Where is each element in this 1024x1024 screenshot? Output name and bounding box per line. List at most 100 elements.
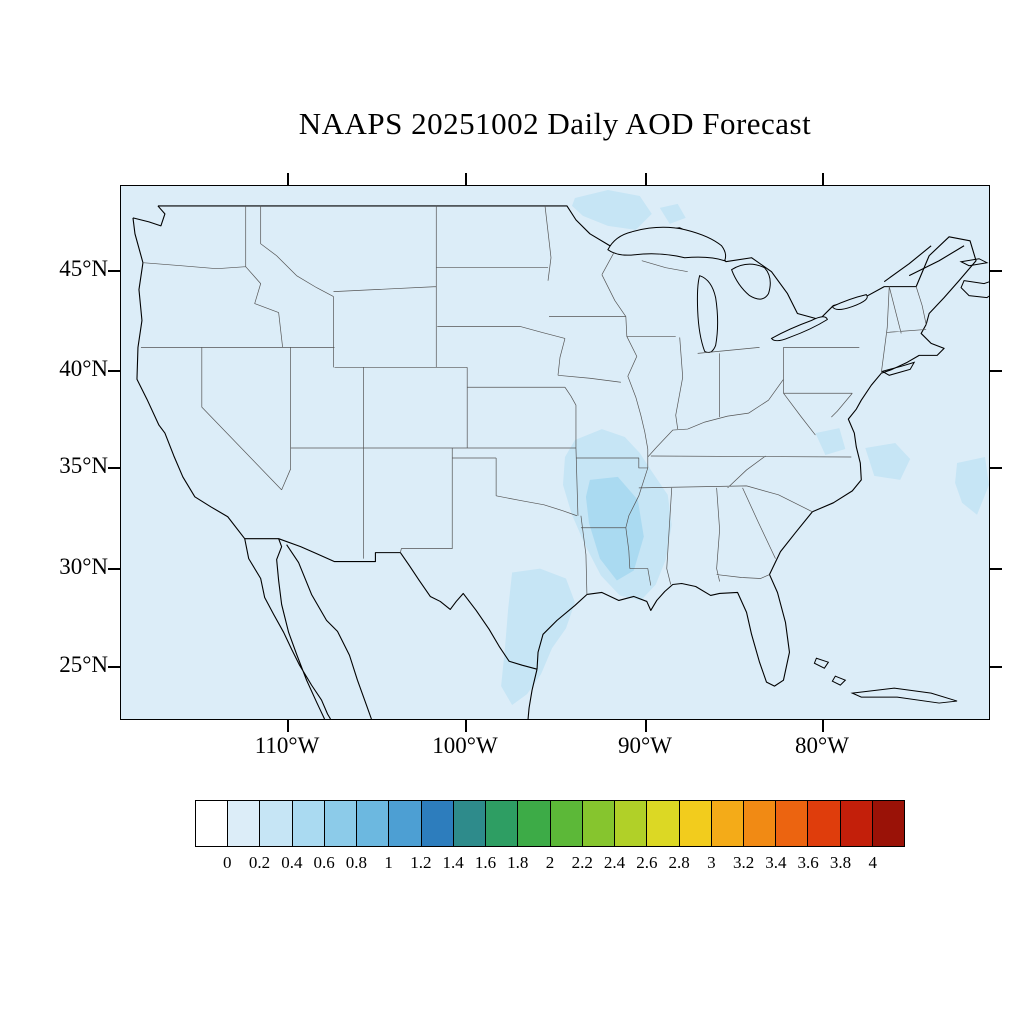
colorbar-tick-label: 0.8 xyxy=(345,853,367,872)
colorbar-cell xyxy=(646,801,679,846)
y-axis-tick-left xyxy=(108,270,120,272)
x-axis-tick-top xyxy=(287,173,289,185)
bahamas-1 xyxy=(813,657,830,669)
colorbar-cell xyxy=(323,801,357,846)
colorbar-cell xyxy=(227,801,260,846)
colorbar-tick-label: 0.4 xyxy=(281,853,303,872)
aod-patch-upper-midwest-2 xyxy=(659,203,686,224)
colorbar-cell xyxy=(839,801,872,846)
mexico-border-path xyxy=(244,538,538,670)
x-axis-tick-bottom xyxy=(822,720,824,732)
y-axis-tick-right xyxy=(990,370,1002,372)
colorbar-cell xyxy=(196,801,228,846)
x-axis-label: 90°W xyxy=(618,733,672,758)
lake-ontario xyxy=(831,294,868,311)
x-axis-tick-bottom xyxy=(645,720,647,732)
great-lakes xyxy=(607,226,868,353)
colorbar xyxy=(195,800,905,847)
map-frame xyxy=(120,185,990,720)
y-axis-label: 40°N xyxy=(59,356,108,381)
colorbar-cell xyxy=(259,801,292,846)
lake-superior xyxy=(607,226,727,262)
colorbar-cell xyxy=(549,801,582,846)
long-island xyxy=(880,361,916,376)
x-axis-tick-top xyxy=(645,173,647,185)
y-axis-label: 30°N xyxy=(59,554,108,579)
colorbar-tick-label: 1.4 xyxy=(442,853,464,872)
baja-california-path xyxy=(244,538,331,719)
colorbar-tick-label: 4 xyxy=(868,853,877,872)
colorbar-cell xyxy=(388,801,421,846)
colorbar-cell xyxy=(614,801,647,846)
y-axis-label: 25°N xyxy=(59,652,108,677)
y-axis-tick-left xyxy=(108,467,120,469)
x-axis-label: 100°W xyxy=(432,733,498,758)
colorbar-tick-label: 0.2 xyxy=(248,853,271,872)
y-axis-label: 35°N xyxy=(59,453,108,478)
atlantic-gulf-coast-path xyxy=(536,324,945,687)
colorbar-tick-label: 1 xyxy=(384,853,393,872)
plot-title: NAAPS 20251002 Daily AOD Forecast xyxy=(298,106,812,141)
y-axis-tick-left xyxy=(108,370,120,372)
pacific-coast-path xyxy=(132,217,246,540)
y-axis-tick-right xyxy=(990,568,1002,570)
colorbar-tick-label: 3 xyxy=(707,853,716,872)
y-axis-tick-right xyxy=(990,270,1002,272)
colorbar-tick-label: 3.6 xyxy=(797,853,819,872)
x-axis-tick-bottom xyxy=(287,720,289,732)
y-axis-tick-right xyxy=(990,666,1002,668)
st-lawrence-path xyxy=(883,245,965,283)
colorbar-tick-label: 2 xyxy=(545,853,555,872)
colorbar-cell xyxy=(356,801,389,846)
colorbar-tick-label: 3.8 xyxy=(829,853,852,872)
bahamas-2 xyxy=(831,675,847,686)
colorbar-tick-label: 0.6 xyxy=(313,853,335,872)
prince-edward-island xyxy=(959,258,989,267)
y-axis-tick-right xyxy=(990,467,1002,469)
aod-patch-texas-coast xyxy=(501,568,575,706)
colorbar-cell xyxy=(420,801,453,846)
colorbar-cell xyxy=(485,801,518,846)
colorbar-tick-label: 1.8 xyxy=(507,853,529,872)
colorbar-tick-label: 2.4 xyxy=(603,853,626,872)
colorbar-tick-label: 2.8 xyxy=(668,853,690,872)
cuba xyxy=(850,687,958,704)
aod-patches xyxy=(501,189,989,706)
x-axis-tick-top xyxy=(465,173,467,185)
x-axis-label: 110°W xyxy=(254,733,320,758)
islands xyxy=(813,258,989,704)
us-aod-map xyxy=(121,186,989,719)
sonora-coast-path xyxy=(286,544,372,719)
colorbar-cell xyxy=(742,801,776,846)
aod-patch-atlantic xyxy=(865,443,911,480)
x-axis-label: 80°W xyxy=(795,733,849,758)
puget-sound-path xyxy=(132,205,166,227)
x-axis-tick-bottom xyxy=(465,720,467,732)
colorbar-cell xyxy=(807,801,840,846)
colorbar-cell xyxy=(517,801,550,846)
colorbar-labels: 0 0.2 0.4 0.6 0.8 1 1.2 1.4 1.6 1.8 2 2.2 2.4 2.6 2.8 3… xyxy=(195,853,905,877)
lake-erie xyxy=(770,316,828,342)
lake-huron xyxy=(730,263,771,300)
aod-patch-east-edge xyxy=(955,456,989,515)
x-axis-tick-top xyxy=(822,173,824,185)
colorbar-cell xyxy=(581,801,615,846)
colorbar-tick-label: 1.2 xyxy=(410,853,432,872)
colorbar-cell xyxy=(678,801,711,846)
colorbar-tick-label: 2.6 xyxy=(636,853,658,872)
colorbar-cell xyxy=(775,801,808,846)
y-axis-tick-left xyxy=(108,666,120,668)
colorbar-cell xyxy=(291,801,324,846)
colorbar-tick-label: 2.2 xyxy=(571,853,593,872)
y-axis-label: 45°N xyxy=(59,256,108,281)
colorbar-cell xyxy=(710,801,743,846)
colorbar-cell xyxy=(871,801,905,846)
colorbar-tick-label: 3.2 xyxy=(733,853,755,872)
state-borders-path xyxy=(140,205,927,595)
y-axis-tick-left xyxy=(108,568,120,570)
colorbar-cell xyxy=(452,801,486,846)
colorbar-tick-label: 3.4 xyxy=(765,853,787,872)
aod-patch-virginia-coast xyxy=(815,428,846,455)
aod-patch-upper-midwest xyxy=(571,189,652,230)
